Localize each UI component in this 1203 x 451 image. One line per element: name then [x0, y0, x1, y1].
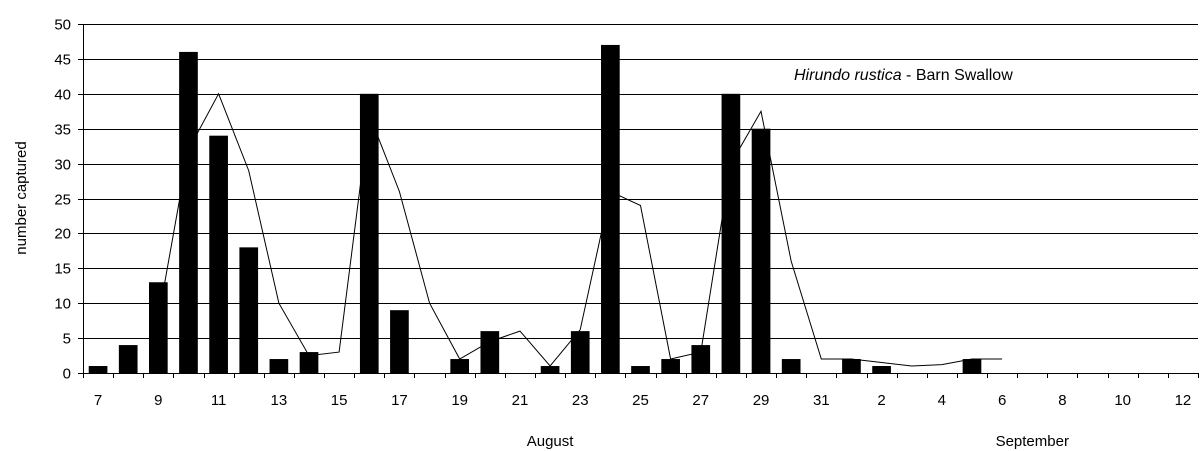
month-labels: August September [527, 433, 1069, 450]
bar [390, 310, 409, 373]
species-annotation: Hirundo rustica - Barn Swallow [794, 67, 1013, 84]
y-tick-label: 10 [54, 296, 71, 313]
bar [962, 359, 982, 373]
y-tick-label: 30 [54, 157, 71, 174]
y-tick-label: 40 [54, 87, 71, 104]
x-tick-label: 17 [391, 392, 408, 409]
x-tick-label: 8 [1058, 392, 1066, 409]
bar [118, 345, 138, 373]
y-tick-label: 20 [54, 226, 71, 243]
bar [631, 366, 650, 373]
x-tick-label: 25 [632, 392, 649, 409]
y-tick-label: 5 [63, 331, 71, 348]
x-tick-label: 4 [938, 392, 946, 409]
y-tick-labels: 0 5 10 15 20 25 30 35 40 45 50 [54, 17, 71, 383]
bar [179, 51, 198, 374]
y-tick-label: 25 [54, 192, 71, 209]
x-tick-label: 29 [753, 392, 770, 409]
bar [450, 359, 470, 373]
bar [239, 247, 259, 373]
month-label: September [996, 433, 1069, 450]
bar [721, 93, 741, 374]
x-tick-label: 2 [877, 392, 885, 409]
y-tick-label: 0 [63, 366, 71, 383]
bar [269, 359, 289, 373]
species-common-name: - Barn Swallow [902, 67, 1014, 84]
bar-series [88, 44, 982, 374]
gridlines [78, 24, 1199, 378]
x-tick-label: 21 [512, 392, 529, 409]
x-tick-label: 13 [271, 392, 288, 409]
species-scientific-name: Hirundo rustica [794, 67, 902, 84]
bar [691, 345, 711, 373]
bar [480, 331, 500, 373]
x-tick-label: 19 [451, 392, 468, 409]
x-tick-label: 12 [1175, 392, 1192, 409]
bar [751, 128, 771, 373]
x-tick-label: 9 [154, 392, 162, 409]
x-tick-label: 23 [572, 392, 589, 409]
x-tick-label: 10 [1114, 392, 1131, 409]
y-tick-label: 15 [54, 261, 71, 278]
plot-background [83, 24, 1198, 373]
x-tick-label: 27 [692, 392, 709, 409]
bar [209, 135, 228, 373]
bar [872, 366, 891, 373]
x-tick-label: 31 [813, 392, 830, 409]
bar [540, 366, 560, 373]
x-tick-label: 7 [94, 392, 102, 409]
trend-line [157, 92, 1003, 367]
y-tick-label: 45 [54, 52, 71, 69]
bar [148, 282, 168, 373]
bar [359, 93, 379, 374]
x-tick-label: 11 [211, 392, 227, 409]
x-tick-label: 6 [998, 392, 1006, 409]
y-tick-label: 50 [54, 17, 71, 34]
bar [299, 352, 319, 373]
bar [570, 331, 590, 373]
bar [661, 359, 680, 373]
month-label: August [527, 433, 575, 450]
x-tick-label: 15 [331, 392, 348, 409]
bar [781, 359, 801, 373]
bar [601, 44, 620, 373]
bar [842, 359, 861, 373]
plot-area [78, 24, 1199, 378]
bar [88, 366, 108, 373]
y-axis-title: number captured [13, 141, 30, 254]
y-tick-label: 35 [54, 122, 71, 139]
x-tick-labels: 7 9 11 13 15 17 19 21 23 25 27 29 31 2 4 6 8 10 12 [94, 392, 1191, 409]
